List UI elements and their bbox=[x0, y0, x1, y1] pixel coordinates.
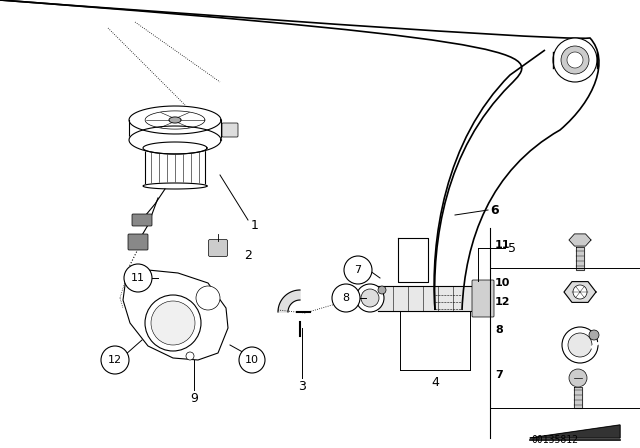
Polygon shape bbox=[143, 142, 207, 154]
Circle shape bbox=[239, 347, 265, 373]
Text: 5: 5 bbox=[508, 241, 516, 254]
Text: 2: 2 bbox=[244, 249, 252, 262]
Text: 3: 3 bbox=[298, 379, 306, 392]
Circle shape bbox=[145, 295, 201, 351]
Text: 11: 11 bbox=[495, 240, 511, 250]
Polygon shape bbox=[530, 425, 620, 438]
Text: 6: 6 bbox=[491, 203, 499, 216]
FancyBboxPatch shape bbox=[128, 234, 148, 250]
Circle shape bbox=[124, 264, 152, 292]
Circle shape bbox=[151, 301, 195, 345]
Text: 8: 8 bbox=[342, 293, 349, 303]
Circle shape bbox=[332, 284, 360, 312]
Circle shape bbox=[561, 46, 589, 74]
Polygon shape bbox=[129, 106, 221, 134]
Circle shape bbox=[356, 284, 384, 312]
Circle shape bbox=[567, 52, 583, 68]
Circle shape bbox=[101, 346, 129, 374]
Polygon shape bbox=[398, 238, 428, 282]
Circle shape bbox=[569, 369, 587, 387]
Text: 4: 4 bbox=[431, 375, 439, 388]
Polygon shape bbox=[574, 387, 582, 408]
Circle shape bbox=[186, 352, 194, 360]
Polygon shape bbox=[129, 126, 221, 154]
Text: 12: 12 bbox=[108, 355, 122, 365]
Polygon shape bbox=[143, 183, 207, 189]
Circle shape bbox=[568, 333, 592, 357]
Circle shape bbox=[378, 286, 386, 294]
Text: 10: 10 bbox=[245, 355, 259, 365]
Text: 10: 10 bbox=[495, 278, 510, 288]
Circle shape bbox=[589, 330, 599, 340]
Text: 7: 7 bbox=[355, 265, 362, 275]
Text: 00135812: 00135812 bbox=[531, 435, 579, 445]
Text: 1: 1 bbox=[251, 219, 259, 232]
Polygon shape bbox=[278, 290, 300, 312]
Circle shape bbox=[344, 256, 372, 284]
Circle shape bbox=[573, 285, 587, 299]
Circle shape bbox=[361, 289, 379, 307]
Polygon shape bbox=[123, 270, 228, 360]
Polygon shape bbox=[430, 50, 600, 310]
Circle shape bbox=[553, 38, 597, 82]
Circle shape bbox=[196, 286, 220, 310]
Text: 12: 12 bbox=[495, 297, 511, 307]
Text: 7: 7 bbox=[495, 370, 503, 380]
Polygon shape bbox=[129, 120, 221, 140]
FancyBboxPatch shape bbox=[209, 240, 227, 257]
Text: 11: 11 bbox=[131, 273, 145, 283]
Text: 8: 8 bbox=[495, 325, 503, 335]
Polygon shape bbox=[576, 247, 584, 270]
FancyBboxPatch shape bbox=[145, 148, 205, 186]
Polygon shape bbox=[169, 117, 181, 123]
Polygon shape bbox=[564, 282, 596, 302]
Text: 9: 9 bbox=[190, 392, 198, 405]
Polygon shape bbox=[569, 234, 591, 246]
Polygon shape bbox=[378, 286, 473, 311]
Circle shape bbox=[562, 327, 598, 363]
FancyBboxPatch shape bbox=[222, 123, 238, 137]
FancyBboxPatch shape bbox=[132, 214, 152, 226]
FancyBboxPatch shape bbox=[472, 280, 494, 317]
